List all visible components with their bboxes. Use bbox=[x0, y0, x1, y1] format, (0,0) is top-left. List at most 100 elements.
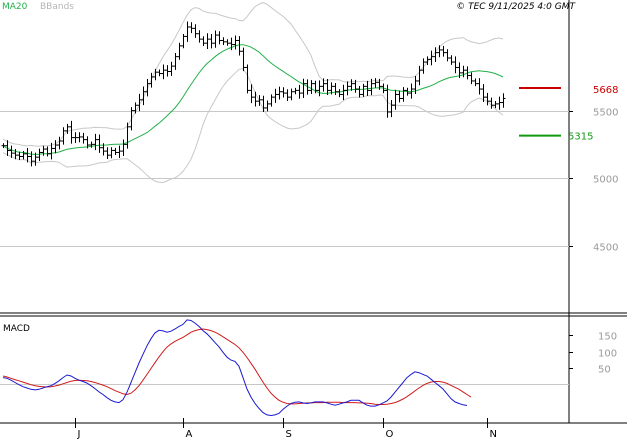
price-bar bbox=[157, 69, 162, 77]
price-bar bbox=[385, 84, 390, 118]
price-bar bbox=[125, 122, 130, 149]
price-bar bbox=[273, 88, 278, 103]
price-bar bbox=[313, 80, 318, 94]
price-bar bbox=[137, 93, 142, 112]
price-bar bbox=[17, 151, 22, 160]
price-bar bbox=[109, 147, 114, 159]
price-bar bbox=[269, 94, 274, 107]
price-bar bbox=[369, 78, 374, 96]
price-bar bbox=[373, 78, 378, 88]
price-bar bbox=[81, 132, 86, 144]
price-bar bbox=[365, 80, 370, 96]
price-bar bbox=[121, 139, 126, 156]
price-bar bbox=[421, 58, 426, 74]
macd-signal-line bbox=[2, 328, 472, 405]
price-bar bbox=[329, 82, 334, 95]
price-bar bbox=[149, 72, 154, 88]
price-bar bbox=[185, 21, 190, 42]
price-bar bbox=[153, 68, 158, 81]
price-bar bbox=[413, 76, 418, 94]
price-bar bbox=[285, 89, 290, 101]
macd-y-tick-label: 100 bbox=[598, 349, 617, 360]
price-bar bbox=[173, 52, 178, 70]
price-bar bbox=[453, 56, 458, 74]
price-bar bbox=[193, 24, 198, 38]
price-bar bbox=[197, 30, 202, 43]
price-bar bbox=[465, 66, 470, 80]
price-bar bbox=[437, 45, 442, 58]
price-bar bbox=[33, 152, 38, 166]
copyright-text: © TEC 9/11/2025 4:0 GMT bbox=[456, 2, 576, 12]
bband-lower-line bbox=[2, 68, 504, 184]
price-bar bbox=[265, 100, 270, 112]
price-bar bbox=[333, 83, 338, 96]
price-bar bbox=[161, 64, 166, 80]
price-bar bbox=[45, 146, 50, 157]
price-bar bbox=[229, 37, 234, 51]
price-bar bbox=[429, 50, 434, 66]
price-bar bbox=[225, 39, 230, 46]
price-bar bbox=[57, 136, 62, 150]
price-bar bbox=[317, 80, 322, 97]
ma-legend-label: MA20 bbox=[2, 2, 28, 12]
price-bar bbox=[405, 87, 410, 96]
price-bar bbox=[105, 147, 110, 159]
price-bar bbox=[237, 36, 242, 56]
price-bar bbox=[117, 145, 122, 158]
price-bar bbox=[9, 145, 14, 158]
price-bar bbox=[461, 65, 466, 78]
price-bar bbox=[101, 143, 106, 156]
price-bar bbox=[217, 31, 222, 45]
macd-line bbox=[2, 319, 468, 417]
price-bar bbox=[89, 141, 94, 148]
price-bar bbox=[305, 79, 310, 95]
price-bar bbox=[357, 85, 362, 98]
price-bar bbox=[293, 87, 298, 95]
price-bar bbox=[49, 142, 54, 160]
price-y-tick-label: 5000 bbox=[593, 175, 618, 186]
x-tick-label: J bbox=[77, 429, 81, 440]
price-bar bbox=[253, 91, 258, 107]
price-bar bbox=[245, 64, 250, 94]
price-bar bbox=[289, 88, 294, 101]
price-bar bbox=[277, 86, 282, 100]
price-bar bbox=[129, 107, 134, 131]
price-bar bbox=[37, 148, 42, 162]
price-bar bbox=[165, 65, 170, 77]
price-bar bbox=[393, 89, 398, 110]
price-bar bbox=[53, 140, 58, 154]
price-bar bbox=[417, 65, 422, 86]
price-bar bbox=[177, 42, 182, 60]
price-bar bbox=[13, 148, 18, 160]
bband-upper-line bbox=[2, 2, 504, 147]
ma20-line bbox=[2, 44, 504, 155]
price-bar bbox=[133, 102, 138, 114]
price-bar bbox=[213, 30, 218, 48]
bbands-legend-label: BBands bbox=[40, 2, 74, 12]
price-bar bbox=[349, 79, 354, 91]
macd-title: MACD bbox=[3, 324, 30, 334]
price-bar bbox=[309, 80, 314, 94]
price-bar bbox=[73, 132, 78, 143]
price-bar bbox=[361, 83, 366, 97]
price-bar bbox=[257, 95, 262, 106]
price-bar bbox=[401, 87, 406, 102]
price-bar bbox=[233, 35, 238, 50]
price-bar bbox=[321, 78, 326, 92]
price-bar bbox=[69, 120, 74, 144]
price-bar bbox=[501, 93, 506, 108]
price-bar bbox=[389, 100, 394, 118]
price-y-tick-label: 4500 bbox=[593, 243, 618, 254]
price-bar bbox=[457, 62, 462, 78]
price-bar bbox=[25, 147, 30, 163]
price-bar bbox=[449, 55, 454, 65]
price-bar bbox=[145, 79, 150, 97]
price-bar bbox=[473, 78, 478, 87]
price-bar bbox=[141, 86, 146, 106]
x-tick-label: S bbox=[286, 429, 292, 440]
price-bar bbox=[281, 87, 286, 98]
price-bar bbox=[209, 33, 214, 49]
price-bar bbox=[241, 47, 246, 72]
macd-y-tick-label: 150 bbox=[598, 332, 617, 343]
